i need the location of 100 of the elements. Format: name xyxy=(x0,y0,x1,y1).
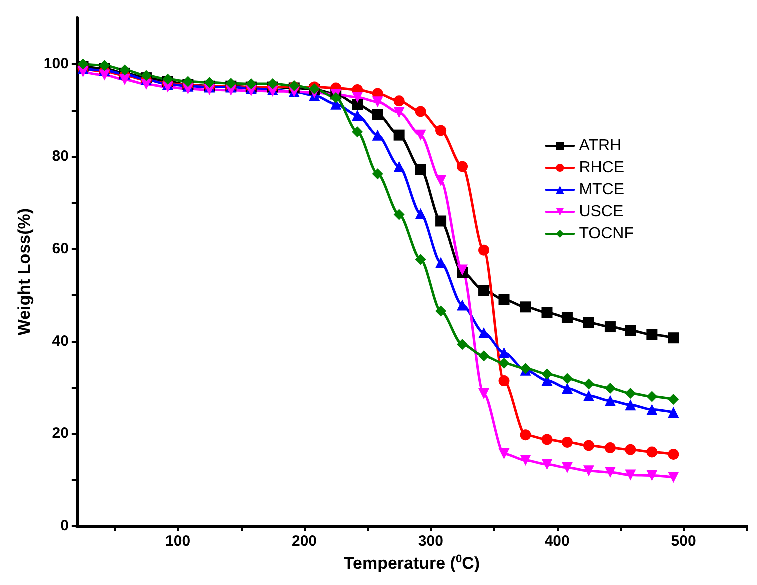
point xyxy=(457,264,468,276)
point xyxy=(478,285,490,296)
legend-label: TOCNF xyxy=(579,226,634,242)
point xyxy=(498,294,510,306)
legend-label: ATRH xyxy=(579,138,622,154)
point xyxy=(625,470,636,481)
point xyxy=(498,376,510,387)
point xyxy=(182,76,194,88)
point xyxy=(330,92,342,104)
point xyxy=(542,434,553,446)
point xyxy=(394,107,405,118)
point xyxy=(415,254,426,266)
point xyxy=(604,382,616,394)
point xyxy=(583,317,594,328)
point xyxy=(604,395,616,406)
point xyxy=(498,347,510,358)
point xyxy=(583,440,594,452)
x-tick-label: 200 xyxy=(292,533,318,550)
x-tick-label: 400 xyxy=(544,533,570,550)
point xyxy=(140,79,152,90)
point xyxy=(372,168,384,180)
point xyxy=(646,391,658,402)
point xyxy=(436,176,447,187)
point xyxy=(204,77,216,88)
legend-label: RHCE xyxy=(579,160,625,176)
point xyxy=(604,442,616,454)
point xyxy=(436,125,447,136)
point xyxy=(520,430,532,441)
point xyxy=(668,406,680,418)
point xyxy=(562,436,573,448)
point xyxy=(457,161,468,172)
point xyxy=(394,209,405,220)
point xyxy=(352,92,364,103)
point xyxy=(625,444,636,456)
point xyxy=(583,390,594,402)
y-tick-label: 40 xyxy=(52,332,69,350)
point xyxy=(583,378,594,390)
y-tick-label: 60 xyxy=(52,240,69,258)
y-tick-label: 80 xyxy=(52,148,69,166)
point xyxy=(246,78,257,90)
point xyxy=(478,350,490,362)
point xyxy=(625,400,636,411)
point xyxy=(436,306,447,317)
point xyxy=(352,126,364,138)
point xyxy=(542,307,553,318)
point xyxy=(267,78,278,90)
point xyxy=(394,161,405,172)
point xyxy=(457,300,468,311)
point xyxy=(372,109,384,120)
point xyxy=(498,448,510,460)
point xyxy=(140,70,152,82)
point xyxy=(562,312,573,324)
point xyxy=(478,388,490,400)
point xyxy=(394,130,405,141)
point xyxy=(646,404,658,416)
point xyxy=(542,368,553,380)
point xyxy=(372,96,384,108)
point xyxy=(562,462,573,474)
legend-label: USCE xyxy=(579,204,624,220)
point xyxy=(583,466,594,477)
point xyxy=(436,216,447,227)
point xyxy=(372,130,384,141)
point xyxy=(542,459,553,470)
point xyxy=(604,467,616,478)
point xyxy=(394,96,405,107)
point xyxy=(478,244,490,256)
y-tick-label: 0 xyxy=(60,518,69,535)
point xyxy=(78,58,89,70)
point xyxy=(520,455,532,466)
point xyxy=(478,328,490,339)
point xyxy=(226,78,237,90)
point xyxy=(625,388,636,400)
point xyxy=(99,70,110,81)
point xyxy=(668,332,680,344)
point xyxy=(625,325,636,336)
point xyxy=(352,99,364,110)
point xyxy=(119,64,130,76)
point xyxy=(604,322,616,333)
point xyxy=(668,449,680,460)
x-tick-label: 100 xyxy=(166,533,191,550)
point xyxy=(646,470,658,482)
point xyxy=(562,373,573,384)
point xyxy=(498,358,510,370)
point xyxy=(646,446,658,458)
point xyxy=(352,110,364,121)
point xyxy=(562,382,573,394)
point xyxy=(520,302,532,313)
point xyxy=(415,130,426,141)
legend-label: MTCE xyxy=(579,182,625,198)
point xyxy=(99,60,110,72)
point xyxy=(162,74,174,85)
point xyxy=(119,74,130,86)
x-tick-label: 500 xyxy=(671,533,696,550)
point xyxy=(415,164,426,176)
y-axis-title: Weight Loss(%) xyxy=(15,208,34,336)
point xyxy=(457,339,468,350)
point xyxy=(415,208,426,220)
point xyxy=(646,329,658,340)
y-tick-label: 100 xyxy=(44,56,69,73)
point xyxy=(415,106,426,118)
